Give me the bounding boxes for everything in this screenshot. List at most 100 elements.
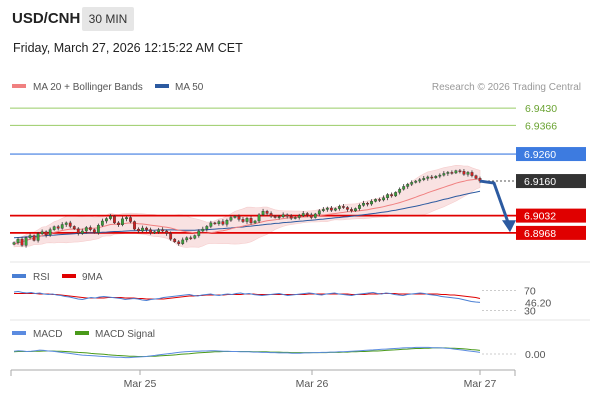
candle-up xyxy=(253,220,257,224)
candle-up xyxy=(321,209,325,211)
candle-down xyxy=(88,227,92,230)
symbol-title: USD/CNH xyxy=(12,10,81,27)
candle-up xyxy=(52,226,56,230)
candle-up xyxy=(338,206,341,209)
candle-up xyxy=(100,220,104,226)
candle-up xyxy=(454,170,458,174)
x-tick-label: Mar 27 xyxy=(464,378,497,390)
candle-up xyxy=(153,231,156,234)
candle-down xyxy=(117,222,120,225)
candle-up xyxy=(313,213,317,218)
legend-label-rsi: RSI xyxy=(33,272,50,283)
candle-down xyxy=(56,226,60,229)
candle-down xyxy=(430,176,434,179)
candle-up xyxy=(317,210,321,215)
candle-down xyxy=(68,222,72,227)
candle-down xyxy=(350,209,353,211)
macd-tick-label: 0.00 xyxy=(525,349,546,361)
candle-up xyxy=(370,201,373,205)
candle-up xyxy=(96,225,100,233)
legend-label-ma50: MA 50 xyxy=(175,82,204,93)
candle-up xyxy=(121,218,124,225)
bollinger-band xyxy=(13,164,481,248)
legend-label-rsi-ma: 9MA xyxy=(82,272,103,283)
candle-down xyxy=(32,235,36,241)
macd-line xyxy=(13,346,481,359)
level-label-last: 6.9160 xyxy=(524,176,556,188)
candle-down xyxy=(378,199,381,201)
level-label-resistance: 6.9366 xyxy=(525,120,557,132)
timeframe-badge[interactable]: 30 MIN xyxy=(82,7,134,31)
candle-up xyxy=(193,235,197,239)
candle-up xyxy=(281,214,285,217)
chart-header: USD/CNH 30 MIN Friday, March 27, 2026 12… xyxy=(0,0,590,64)
candle-down xyxy=(241,219,245,222)
candle-up xyxy=(398,188,402,193)
candle-down xyxy=(474,175,478,179)
candle-up xyxy=(12,242,16,245)
candle-down xyxy=(161,229,165,232)
candle-up xyxy=(442,173,446,176)
candle-up xyxy=(109,215,112,219)
candle-down xyxy=(462,171,466,175)
candle-down xyxy=(72,226,76,230)
level-label-support: 6.8968 xyxy=(524,228,556,240)
level-label-support: 6.9032 xyxy=(524,211,556,223)
candle-down xyxy=(269,213,273,217)
candle-up xyxy=(197,230,201,236)
candle-down xyxy=(309,214,313,218)
candle-up xyxy=(24,237,28,246)
legend-swatch-macd xyxy=(12,331,26,335)
candle-down xyxy=(249,218,253,224)
candle-up xyxy=(382,197,385,201)
legend-swatch-macd-signal xyxy=(75,331,89,335)
candle-up xyxy=(410,182,414,185)
candle-down xyxy=(366,202,369,205)
candle-up xyxy=(293,217,297,219)
x-tick-label: Mar 26 xyxy=(296,378,329,390)
copyright-text: Research © 2026 Trading Central xyxy=(432,82,581,93)
candle-down xyxy=(470,172,474,176)
candle-down xyxy=(237,215,241,220)
candle-down xyxy=(213,222,217,225)
candle-down xyxy=(177,241,181,244)
candle-up xyxy=(105,218,108,222)
candle-up xyxy=(354,208,357,211)
legend-swatch-ma20 xyxy=(12,84,26,88)
candle-up xyxy=(217,221,221,224)
candle-down xyxy=(92,229,96,233)
candle-down xyxy=(458,170,462,172)
candle-up xyxy=(185,237,189,241)
level-label-box-pivot xyxy=(516,147,586,162)
candle-up xyxy=(16,238,20,243)
candle-down xyxy=(129,217,132,222)
candle-up xyxy=(28,235,32,238)
candle-up xyxy=(325,207,329,210)
candle-down xyxy=(273,215,277,218)
candle-up xyxy=(406,184,410,187)
candle-up xyxy=(125,217,128,220)
candle-up xyxy=(402,186,406,190)
candle-down xyxy=(342,206,345,208)
candle-down xyxy=(189,237,193,239)
candle-up xyxy=(418,179,422,182)
candle-up xyxy=(257,214,261,222)
candle-down xyxy=(221,221,225,225)
candle-up xyxy=(426,176,430,179)
candle-up xyxy=(394,192,398,197)
legend-label-macd-signal: MACD Signal xyxy=(95,329,155,340)
candle-down xyxy=(133,221,136,230)
candle-down xyxy=(113,215,116,224)
candle-down xyxy=(44,231,48,236)
candle-down xyxy=(265,211,269,214)
candle-up xyxy=(438,174,442,177)
candle-up xyxy=(358,205,361,209)
candle-down xyxy=(346,207,349,210)
legend-label-ma20: MA 20 + Bollinger Bands xyxy=(33,82,143,93)
legend-label-macd: MACD xyxy=(33,329,62,340)
level-label-box-support xyxy=(516,208,586,223)
candle-down xyxy=(76,228,80,234)
candle-up xyxy=(466,172,470,175)
candle-down xyxy=(285,214,289,217)
